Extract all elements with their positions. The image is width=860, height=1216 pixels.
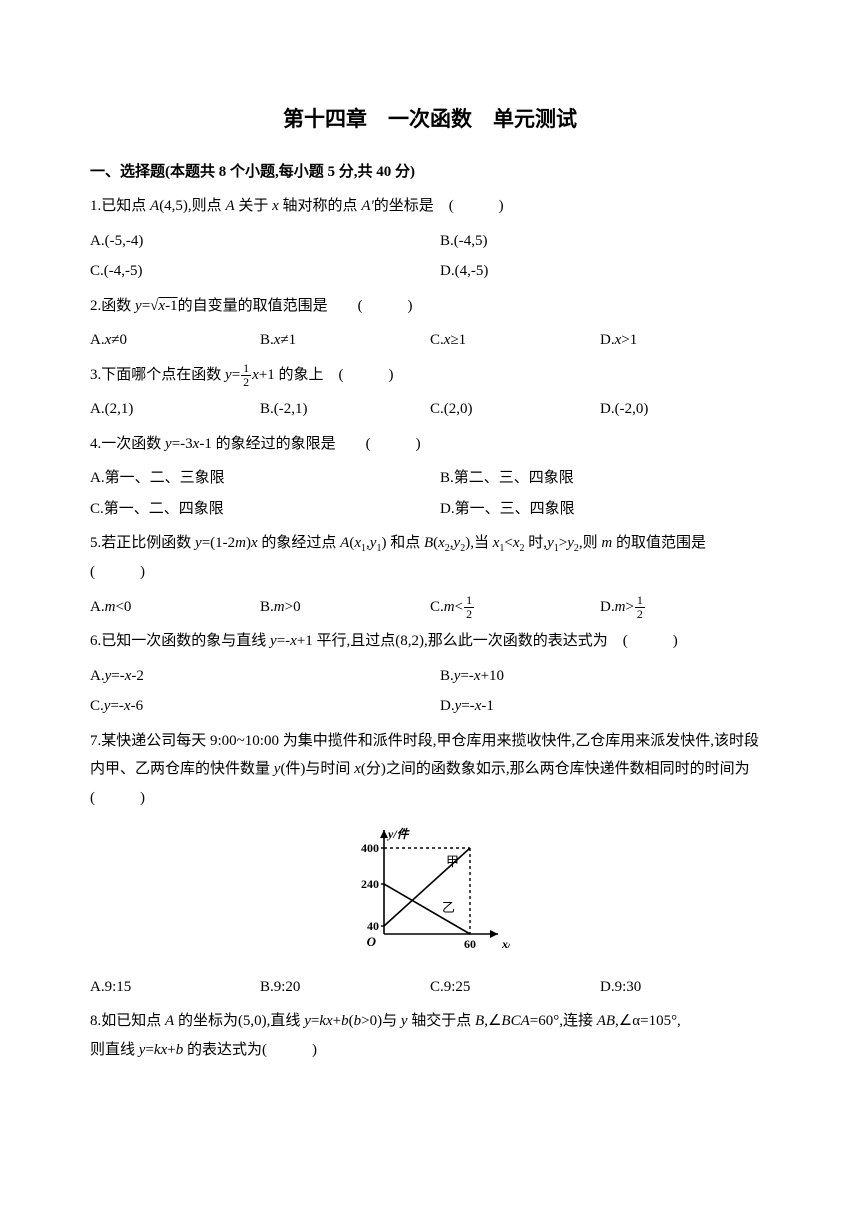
svg-text:乙: 乙: [442, 900, 455, 915]
q1-options-row2: C.(-4,-5) D.(4,-5): [90, 257, 770, 286]
q3-stem-b: +1 的象上 ( ): [259, 367, 394, 383]
q6-s1: 6.已知一次函数的象与直线: [90, 633, 270, 649]
question-4: 4.一次函数 y=-3x-1 的象经过的象限是 ( ): [90, 430, 770, 459]
q2-options: A.x≠0 B.x≠1 C.x≥1 D.x>1: [90, 326, 770, 355]
q4-opt-d: D.第一、三、四象限: [440, 495, 770, 524]
q8-s13: +: [167, 1042, 175, 1058]
question-5: 5.若正比例函数 y=(1-2m)x 的象经过点 A(x1,y1) 和点 B(x…: [90, 529, 770, 587]
question-1: 1.已知点 A(4,5),则点 A 关于 x 轴对称的点 A'的坐标是 ( ): [90, 192, 770, 221]
q6-s2: =-: [277, 633, 290, 649]
svg-text:240: 240: [361, 877, 379, 891]
page-title: 第十四章 一次函数 单元测试: [90, 100, 770, 140]
q7-chart-svg: 40 240 400 60 y/件 x/分 O 甲乙: [350, 818, 510, 958]
q7-chart: 40 240 400 60 y/件 x/分 O 甲乙: [90, 818, 770, 969]
q5-s4: 的象经过点: [258, 535, 341, 551]
q3-opt-a: A.(2,1): [90, 395, 260, 424]
question-2: 2.函数 y=√x-1的自变量的取值范围是 ( ): [90, 292, 770, 321]
svg-text:x/分: x/分: [501, 937, 510, 951]
q6-options-row2: C.y=-x-6 D.y=-x-1: [90, 692, 770, 721]
q5-s7: 时,: [525, 535, 548, 551]
q4-options-row2: C.第一、二、四象限 D.第一、三、四象限: [90, 495, 770, 524]
svg-text:甲: 甲: [446, 854, 459, 869]
question-8: 8.如已知点 A 的坐标为(5,0),直线 y=kx+b(b>0)与 y 轴交于…: [90, 1007, 770, 1064]
q2-opt-a: A.x≠0: [90, 326, 260, 355]
q6-s3: +1 平行,且过点(8,2),那么此一次函数的表达式为 ( ): [297, 633, 678, 649]
question-7: 7.某快递公司每天 9:00~10:00 为集中揽件和派件时段,甲仓库用来揽收快…: [90, 727, 770, 813]
q2-stem-a: 2.函数: [90, 298, 135, 314]
q1-opt-c: C.(-4,-5): [90, 257, 420, 286]
q3-opt-d: D.(-2,0): [600, 395, 770, 424]
q3-opt-b: B.(-2,1): [260, 395, 430, 424]
q7-opt-a: A.9:15: [90, 973, 260, 1002]
svg-text:40: 40: [367, 919, 379, 933]
q5-opt-b: B.m>0: [260, 593, 430, 622]
q8-s6: >0)与: [361, 1013, 401, 1029]
q7-options: A.9:15 B.9:20 C.9:25 D.9:30: [90, 973, 770, 1002]
svg-text:O: O: [367, 934, 377, 949]
q5-s6: ,当: [470, 535, 493, 551]
q1-opt-a: A.(-5,-4): [90, 227, 420, 256]
q8-s7: 轴交于点: [408, 1013, 476, 1029]
question-3: 3.下面哪个点在函数 y=12x+1 的象上 ( ): [90, 361, 770, 390]
q7-opt-d: D.9:30: [600, 973, 770, 1002]
q1-stem-d: 轴对称的点: [279, 198, 362, 214]
q2-opt-b: B.x≠1: [260, 326, 430, 355]
q1-opt-d: D.(4,-5): [440, 257, 770, 286]
q5-s8: ,则: [579, 535, 602, 551]
q1-opt-b: B.(-4,5): [440, 227, 770, 256]
q8-s11: 则直线: [90, 1042, 139, 1058]
q4-stem-a: 4.一次函数: [90, 436, 165, 452]
q6-opt-d: D.y=-x-1: [440, 692, 770, 721]
q4-stem-c: -1 的象经过的象限是 ( ): [199, 436, 420, 452]
q5-opt-a: A.m<0: [90, 593, 260, 622]
q7-s2: (件)与时间: [280, 761, 354, 777]
q6-opt-b: B.y=-x+10: [440, 662, 770, 691]
q8-s12: =: [145, 1042, 153, 1058]
q3-options: A.(2,1) B.(-2,1) C.(2,0) D.(-2,0): [90, 395, 770, 424]
q6-options-row1: A.y=-x-2 B.y=-x+10: [90, 662, 770, 691]
q4-options-row1: A.第一、二、三象限 B.第二、三、四象限: [90, 464, 770, 493]
q5-s5: 和点: [386, 535, 424, 551]
q5-opt-c: C.m<12: [430, 593, 600, 622]
q3-stem-a: 3.下面哪个点在函数: [90, 367, 225, 383]
q1-options-row1: A.(-5,-4) B.(-4,5): [90, 227, 770, 256]
q1-stem-e: 的坐标是 ( ): [374, 198, 504, 214]
q4-opt-a: A.第一、二、三象限: [90, 464, 420, 493]
q8-s2: 的坐标为(5,0),直线: [174, 1013, 304, 1029]
section-heading: 一、选择题(本题共 8 个小题,每小题 5 分,共 40 分): [90, 158, 770, 187]
q1-stem-b: (4,5),则点: [159, 198, 225, 214]
q7-opt-b: B.9:20: [260, 973, 430, 1002]
q4-opt-b: B.第二、三、四象限: [440, 464, 770, 493]
q2-stem-b: 的自变量的取值范围是 ( ): [178, 298, 413, 314]
q6-opt-c: C.y=-x-6: [90, 692, 420, 721]
q5-options: A.m<0 B.m>0 C.m<12 D.m>12: [90, 593, 770, 622]
svg-text:60: 60: [464, 937, 476, 951]
q4-stem-b: =-3: [172, 436, 193, 452]
q8-s4: +: [333, 1013, 341, 1029]
svg-text:400: 400: [361, 841, 379, 855]
svg-text:y/件: y/件: [386, 827, 411, 841]
q8-s9: =60°,连接: [530, 1013, 597, 1029]
q1-stem-c: 关于: [235, 198, 273, 214]
question-6: 6.已知一次函数的象与直线 y=-x+1 平行,且过点(8,2),那么此一次函数…: [90, 627, 770, 656]
q5-opt-d: D.m>12: [600, 593, 770, 622]
q8-s10: ,∠α=105°,: [615, 1013, 681, 1029]
q2-opt-d: D.x>1: [600, 326, 770, 355]
q1-stem-a: 1.已知点: [90, 198, 150, 214]
section-heading-text: 一、选择题(本题共 8 个小题,每小题 5 分,共 40 分): [90, 164, 415, 180]
q5-s1: 5.若正比例函数: [90, 535, 195, 551]
q5-s2: =(1-2: [202, 535, 235, 551]
q6-opt-a: A.y=-x-2: [90, 662, 420, 691]
q4-opt-c: C.第一、二、四象限: [90, 495, 420, 524]
q7-opt-c: C.9:25: [430, 973, 600, 1002]
q3-opt-c: C.(2,0): [430, 395, 600, 424]
q8-s1: 8.如已知点: [90, 1013, 165, 1029]
q8-s14: 的表达式为( ): [183, 1042, 317, 1058]
q8-s8: ,∠: [484, 1013, 501, 1029]
q2-opt-c: C.x≥1: [430, 326, 600, 355]
